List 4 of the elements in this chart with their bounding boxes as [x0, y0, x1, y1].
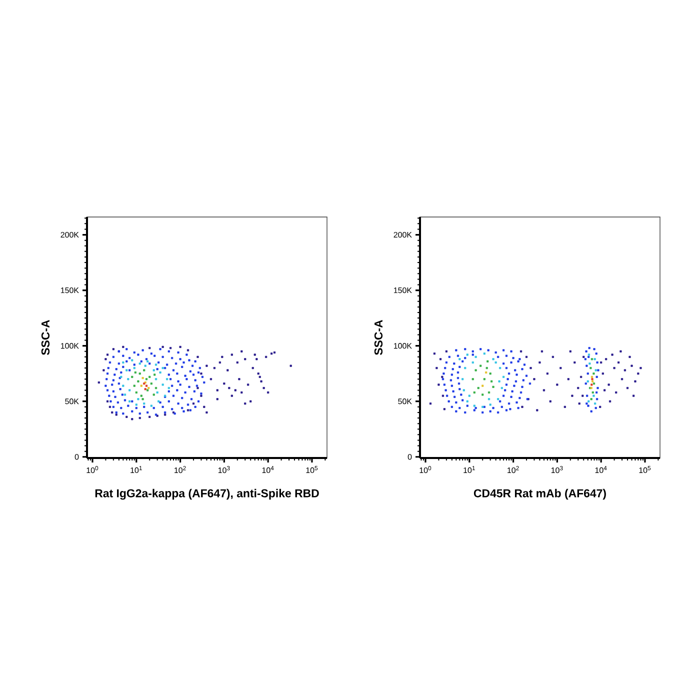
- x-axis-title: Rat IgG2a-kappa (AF647), anti-Spike RBD: [95, 488, 319, 500]
- x-axis-title: CD45R Rat mAb (AF647): [474, 488, 606, 500]
- y-axis-title: SSC-A: [374, 320, 383, 355]
- y-axis-title: SSC-A: [41, 320, 50, 355]
